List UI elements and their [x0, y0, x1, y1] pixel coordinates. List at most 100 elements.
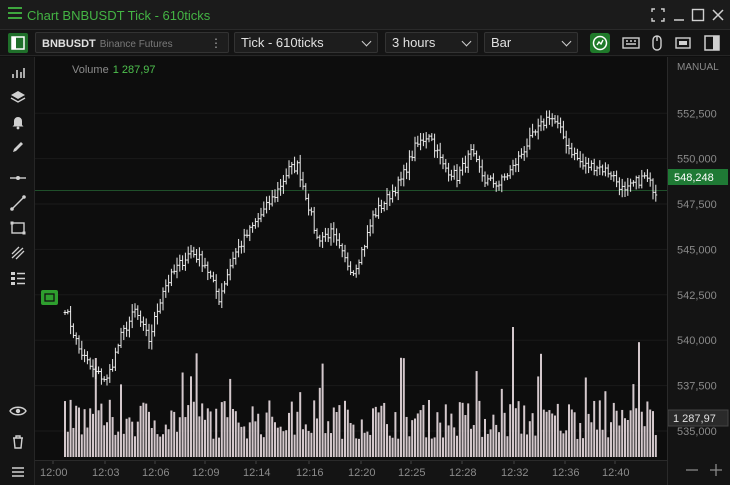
volume-bar [181, 372, 184, 457]
price-chart[interactable] [35, 57, 667, 460]
volume-bar [537, 376, 540, 457]
volume-bar [313, 400, 316, 457]
volume-bar [243, 426, 246, 457]
volume-bar [601, 429, 604, 457]
volume-bar [293, 434, 296, 457]
price-bar [410, 150, 414, 162]
live-trading-icon[interactable] [590, 33, 610, 53]
price-bar [480, 159, 484, 182]
layout-icon[interactable] [673, 33, 693, 53]
volume-bar [97, 410, 100, 457]
price-bar [312, 206, 316, 234]
volume-bar [271, 416, 274, 457]
volume-bar [618, 425, 621, 457]
pencil-icon[interactable] [8, 137, 28, 157]
time-scale[interactable]: 12:00 12:03 12:06 12:09 12:14 12:16 12:20 12:25… [35, 461, 667, 485]
alert-bell-icon[interactable] [8, 112, 28, 132]
volume-bar [173, 411, 176, 457]
price-bar [492, 173, 495, 188]
price-bar [86, 351, 89, 365]
chevron-down-icon [561, 36, 572, 47]
volume-bar [559, 430, 562, 457]
price-bar [346, 252, 350, 271]
volume-bar [386, 424, 388, 457]
volume-bar [304, 424, 307, 457]
time-tick-label: 12:00 [40, 467, 68, 479]
volume-bar [92, 413, 94, 457]
volume-bar [332, 407, 335, 457]
time-axis[interactable]: 12:00 12:03 12:06 12:09 12:14 12:16 12:20 12:25… [35, 460, 667, 485]
minimize-icon[interactable] [672, 8, 686, 22]
close-icon[interactable] [711, 8, 725, 22]
right-panel-icon[interactable] [702, 33, 722, 53]
rectangle-icon[interactable] [8, 218, 28, 238]
price-bar [111, 359, 114, 372]
price-bar [436, 144, 439, 159]
objects-list-icon[interactable] [8, 268, 28, 288]
volume-bar [153, 420, 156, 457]
price-bar [100, 368, 103, 385]
price-bar [640, 169, 644, 189]
zoom-controls-icon[interactable] [686, 464, 722, 476]
price-tick-label: 552,500 [677, 108, 717, 120]
volume-bar [209, 411, 212, 457]
volume-bar [380, 405, 383, 457]
price-bar [416, 135, 420, 148]
visibility-eye-icon[interactable] [8, 401, 28, 421]
volume-bar [254, 421, 257, 457]
volume-bar [94, 357, 97, 457]
volume-bar [198, 416, 201, 457]
trash-icon[interactable] [8, 432, 28, 452]
price-bar [525, 138, 529, 158]
price-bar [72, 323, 75, 339]
volume-bar [279, 426, 282, 457]
price-bar [444, 159, 448, 173]
hamburger-menu-icon[interactable] [8, 7, 22, 21]
volume-bar [274, 422, 276, 457]
price-scale[interactable]: MANUAL 552,500 550,000 547,500 545,000 542,5… [667, 57, 730, 485]
price-bar [164, 279, 168, 298]
symbol-selector[interactable]: BNBUSDT Binance Futures ⋮ [35, 32, 229, 53]
price-bar [161, 287, 165, 311]
volume-bar [626, 419, 629, 457]
volume-bar [260, 434, 262, 457]
list-menu-icon[interactable] [8, 462, 28, 482]
more-options-icon[interactable]: ⋮ [210, 36, 222, 50]
aggregation-select[interactable]: Tick - 610ticks [234, 32, 378, 53]
scale-mode-label[interactable]: MANUAL [677, 62, 719, 73]
volume-bar [568, 404, 570, 457]
horizontal-line-icon[interactable] [8, 168, 28, 188]
price-bar [520, 148, 523, 159]
price-bar [514, 158, 518, 173]
title-bar: Chart BNBUSDT Tick - 610ticks [0, 0, 730, 30]
chart-type-select[interactable]: Bar [484, 32, 578, 53]
price-bar [287, 160, 291, 179]
indicators-icon[interactable] [8, 63, 28, 83]
symbol-name: BNBUSDT [42, 38, 96, 50]
price-bar [220, 283, 224, 309]
price-bar [615, 170, 618, 188]
trend-line-icon[interactable] [8, 193, 28, 213]
volume-bar [131, 421, 134, 457]
layers-icon[interactable] [8, 87, 28, 107]
mouse-icon[interactable] [647, 33, 667, 53]
maximize-icon[interactable] [691, 8, 705, 22]
price-bar [212, 271, 215, 283]
order-marker-icon[interactable] [41, 290, 58, 305]
price-bar [632, 180, 635, 187]
panel-toggle-icon[interactable] [8, 33, 28, 53]
volume-bar [335, 411, 338, 457]
price-axis[interactable]: MANUAL 552,500 550,000 547,500 545,000 542,5… [667, 57, 730, 485]
period-select[interactable]: 3 hours [385, 32, 478, 53]
volume-bar [512, 327, 514, 457]
volume-bar [500, 388, 503, 457]
fibonacci-icon[interactable] [8, 243, 28, 263]
chart-canvas[interactable] [35, 57, 667, 460]
volume-bar [355, 438, 358, 457]
price-bar [648, 172, 652, 187]
volume-bar [428, 399, 430, 457]
fullscreen-icon[interactable] [651, 8, 665, 22]
volume-bar [635, 408, 638, 457]
price-bar [310, 207, 313, 216]
keyboard-icon[interactable] [621, 33, 641, 53]
